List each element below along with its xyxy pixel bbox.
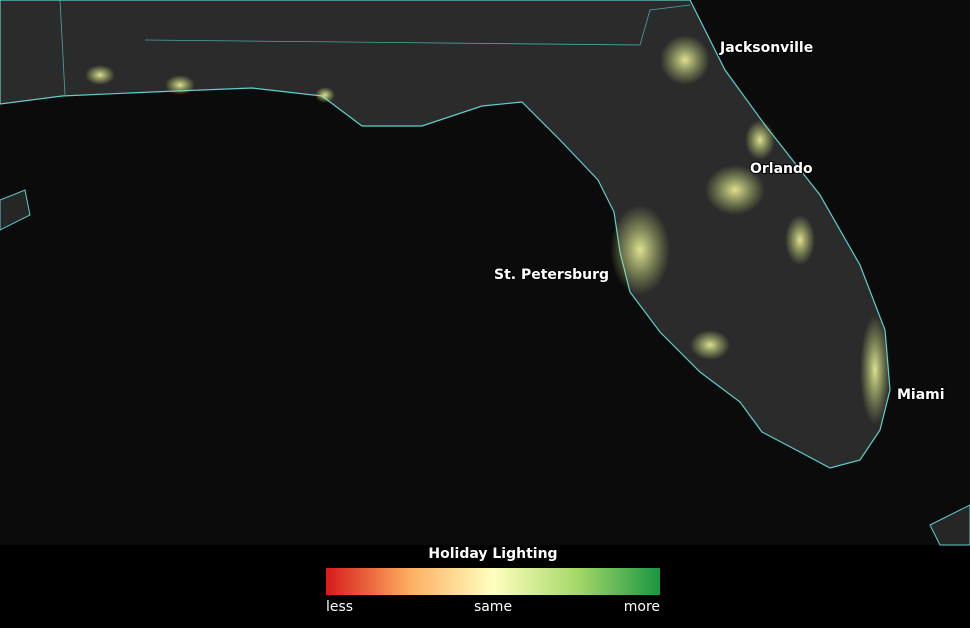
legend-label: less: [326, 599, 353, 615]
city-label: Jacksonville: [719, 40, 813, 56]
city-labels: Jacksonville Orlando St. Petersburg Miami: [493, 39, 946, 404]
city-label: St. Petersburg: [494, 267, 609, 283]
legend-labels: less same more: [326, 599, 660, 615]
city-label: Orlando: [750, 161, 813, 177]
land: [929, 504, 970, 546]
legend-title: Holiday Lighting: [428, 546, 557, 562]
city-lights: [85, 35, 890, 425]
city-label: Miami: [897, 387, 945, 403]
legend-label: more: [624, 599, 660, 615]
land: [0, 189, 31, 231]
legend-colorbar: [326, 568, 660, 595]
legend-label: same: [474, 599, 512, 615]
state-borders: [59, 0, 691, 96]
